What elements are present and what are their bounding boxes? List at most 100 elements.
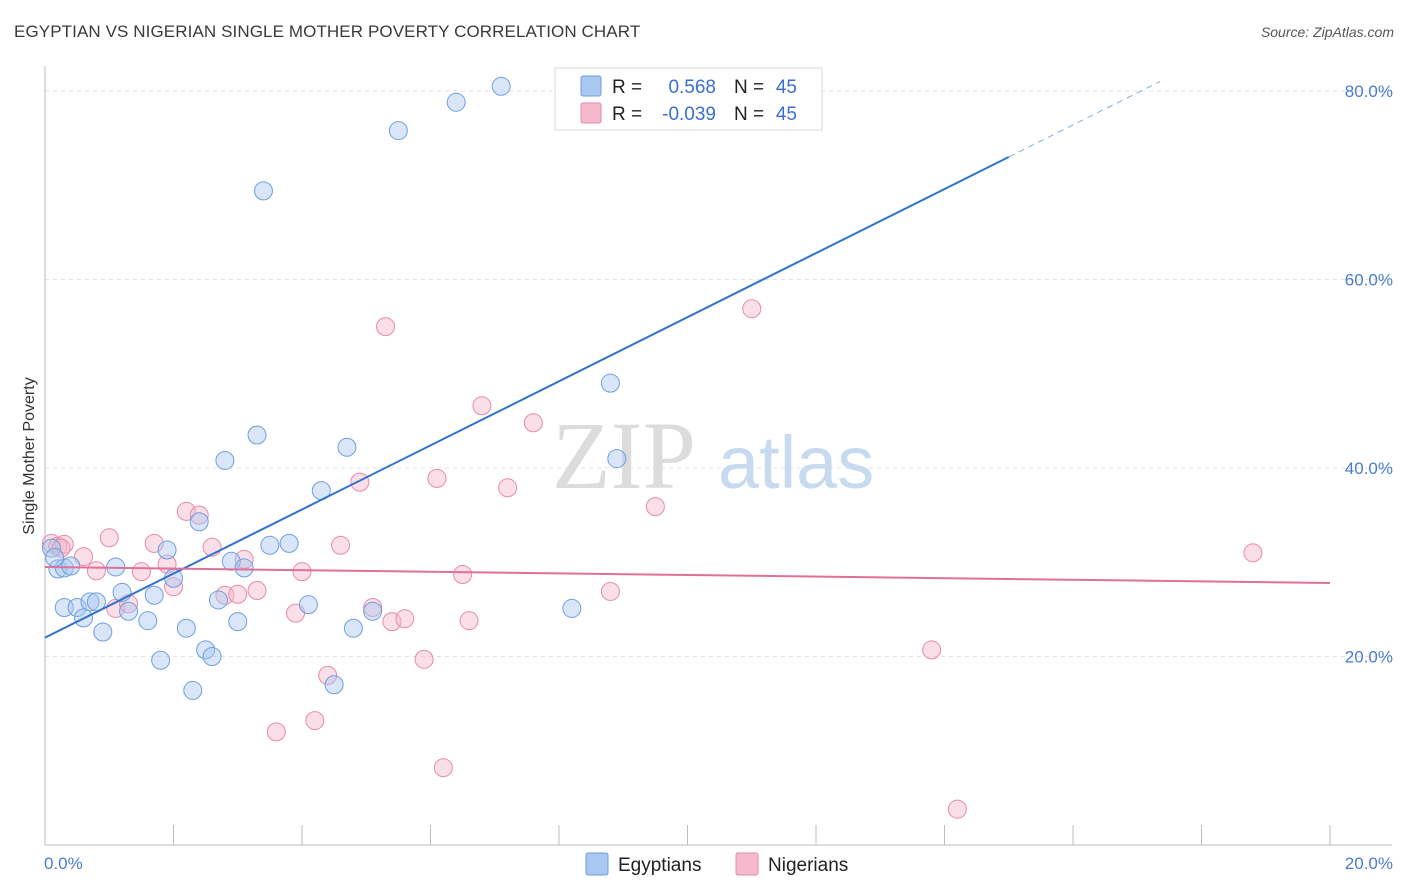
- nigerian-point: [305, 711, 325, 731]
- nigerian-point: [51, 538, 71, 558]
- egyptian-point: [119, 601, 139, 621]
- nigerian-point: [131, 562, 151, 582]
- egyptian-point: [607, 449, 627, 469]
- nigerian-point: [266, 722, 286, 742]
- y-tick-label: 20.0%: [1345, 648, 1393, 667]
- egyptian-point: [324, 675, 344, 695]
- legend-r-label: R =: [612, 104, 642, 125]
- nigerian-point: [395, 609, 415, 629]
- egyptian-point: [80, 592, 100, 612]
- nigerian-point: [645, 497, 665, 517]
- egyptian-point: [86, 592, 106, 612]
- x-tick-label: 0.0%: [44, 854, 83, 873]
- legend-n-value: 45: [776, 77, 797, 98]
- source-label: Source: ZipAtlas.com: [1260, 24, 1394, 40]
- egyptian-point: [93, 622, 113, 642]
- nigerian-point: [523, 413, 543, 433]
- nigerian-point: [427, 468, 447, 488]
- legend-swatch-nigerians: [580, 102, 602, 124]
- egyptians-trend-line: [44, 156, 1010, 639]
- nigerian-point: [376, 317, 396, 337]
- egyptian-point: [343, 618, 363, 638]
- egyptian-point: [562, 598, 582, 618]
- nigerian-point: [600, 581, 620, 601]
- egyptian-point: [337, 437, 357, 457]
- y-tick-label: 40.0%: [1345, 459, 1393, 478]
- legend: R = 0.568 N = 45 R = -0.039 N = 45: [554, 67, 823, 131]
- egyptian-point: [144, 585, 164, 605]
- egyptian-point: [247, 425, 267, 445]
- egyptian-point: [189, 512, 209, 532]
- egyptian-point: [234, 558, 254, 578]
- legend-r-value: 0.568: [668, 77, 716, 98]
- egyptian-point: [164, 568, 183, 588]
- nigerian-point: [922, 640, 942, 660]
- nigerian-point: [947, 799, 967, 819]
- egyptian-point: [228, 612, 248, 632]
- chart-title: EGYPTIAN VS NIGERIAN SINGLE MOTHER POVER…: [14, 22, 641, 41]
- egyptian-point: [45, 548, 65, 568]
- legend-r-label: R =: [612, 77, 642, 98]
- egyptian-point: [157, 540, 177, 560]
- nigerian-point: [742, 299, 762, 319]
- axes: [44, 66, 1392, 846]
- egyptian-point: [279, 533, 299, 553]
- egyptian-point: [67, 597, 87, 617]
- egyptian-point: [138, 611, 158, 631]
- nigerian-point: [86, 561, 106, 581]
- egyptian-point: [215, 450, 235, 470]
- egyptian-point: [202, 647, 222, 666]
- nigerian-point: [498, 478, 518, 498]
- bottom-legend-swatch-egyptians: [585, 852, 609, 876]
- nigerian-point: [318, 665, 338, 685]
- nigerian-point: [1243, 543, 1263, 563]
- bottom-legend-nigerians: Nigerians: [768, 855, 848, 876]
- egyptian-point: [446, 92, 466, 112]
- nigerian-point: [48, 536, 68, 556]
- nigerian-point: [453, 565, 473, 585]
- egyptian-point: [176, 618, 196, 638]
- nigerian-point: [292, 562, 312, 582]
- legend-n-value: 45: [776, 104, 797, 125]
- watermark: ZIP atlas: [552, 402, 874, 509]
- nigerian-point: [331, 535, 351, 555]
- nigerian-point: [433, 758, 453, 778]
- y-axis-label: Single Mother Poverty: [21, 377, 38, 534]
- bottom-legend: Egyptians Nigerians: [585, 852, 848, 876]
- egyptian-point: [363, 601, 383, 621]
- egyptian-point: [600, 373, 620, 393]
- nigerian-point: [99, 528, 119, 548]
- nigerian-point: [164, 577, 183, 597]
- nigerian-point: [74, 547, 94, 567]
- egyptian-point: [183, 680, 203, 700]
- nigerian-point: [176, 501, 196, 521]
- legend-r-value: -0.039: [662, 104, 716, 125]
- nigerian-point: [247, 581, 267, 601]
- egyptian-point: [253, 181, 273, 201]
- egyptian-point: [260, 535, 280, 555]
- egyptian-point: [61, 556, 81, 576]
- watermark-zip: ZIP: [552, 402, 696, 509]
- egyptian-point: [151, 650, 171, 670]
- nigerian-point: [459, 611, 479, 631]
- nigerian-point: [228, 584, 248, 604]
- legend-n-label: N =: [734, 104, 764, 125]
- egyptian-point: [491, 76, 511, 96]
- y-tick-label: 80.0%: [1345, 82, 1393, 101]
- watermark-atlas: atlas: [718, 421, 874, 504]
- nigerian-point: [189, 505, 209, 525]
- egyptian-point: [298, 595, 318, 615]
- grid-lines: [45, 90, 1392, 657]
- legend-swatch-egyptians: [580, 75, 602, 97]
- egyptians-trend-extension: [1008, 81, 1161, 158]
- legend-n-label: N =: [734, 77, 764, 98]
- nigerian-point: [350, 472, 370, 492]
- bottom-legend-egyptians: Egyptians: [618, 855, 701, 876]
- y-tick-label: 60.0%: [1345, 271, 1393, 290]
- series-egyptians: [41, 76, 627, 700]
- nigerian-point: [414, 649, 434, 669]
- nigerian-point: [54, 534, 74, 554]
- egyptian-point: [208, 590, 228, 610]
- egyptian-point: [388, 121, 408, 141]
